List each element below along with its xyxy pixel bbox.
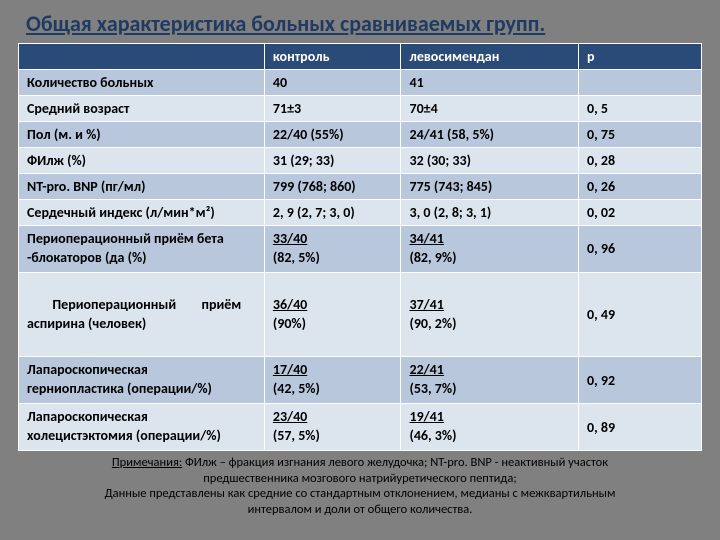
cell-value: 0, 5 <box>579 96 702 122</box>
cell-value: 19/41(46, 3%) <box>401 404 579 451</box>
cell-value: 31 (29; 33) <box>264 148 401 174</box>
cell-value: 34/41(82, 9%) <box>401 226 579 273</box>
cell-value: 36/40(90%) <box>264 272 401 357</box>
cell-value: 22/40 (55%) <box>264 122 401 148</box>
cell-value: 0, 26 <box>579 174 702 200</box>
table-row: Пол (м. и %) 22/40 (55%) 24/41 (58, 5%) … <box>19 122 702 148</box>
cell-value: 71±3 <box>264 96 401 122</box>
cell-value: 2, 9 (2, 7; 3, 0) <box>264 200 401 226</box>
footnote-label: Примечания: <box>112 455 182 470</box>
cell-value: 32 (30; 33) <box>401 148 579 174</box>
footnote: Примечания: ФИлж – фракция изгнания лево… <box>18 455 702 518</box>
table-row: NT-pro. BNP (пг/мл) 799 (768; 860) 775 (… <box>19 174 702 200</box>
cell-value: 17/40(42, 5%) <box>264 357 401 404</box>
table-row: Количество больных 40 41 <box>19 70 702 96</box>
cell-value <box>579 70 702 96</box>
cell-value: 0, 28 <box>579 148 702 174</box>
table-row: Средний возраст 71±3 70±4 0, 5 <box>19 96 702 122</box>
cell-value: 3, 0 (2, 8; 3, 1) <box>401 200 579 226</box>
cell-label: Лапароскопическаягерниопластика (операци… <box>19 357 265 404</box>
cell-value: 775 (743; 845) <box>401 174 579 200</box>
cell-value: 0, 75 <box>579 122 702 148</box>
cell-value: 23/40(57, 5%) <box>264 404 401 451</box>
table-row: Периоперационный приёмаспирина (человек)… <box>19 272 702 357</box>
cell-value: 799 (768; 860) <box>264 174 401 200</box>
cell-value: 33/40(82, 5%) <box>264 226 401 273</box>
col-header-control: контроль <box>264 44 401 70</box>
comparison-table: контроль левосимендан р Количество больн… <box>18 43 702 451</box>
cell-value: 22/41(53, 7%) <box>401 357 579 404</box>
slide-title: Общая характеристика больных сравниваемы… <box>18 10 702 37</box>
cell-label: Средний возраст <box>19 96 265 122</box>
table-row: Лапароскопическаяхолецистэктомия (операц… <box>19 404 702 451</box>
cell-value: 24/41 (58, 5%) <box>401 122 579 148</box>
col-header-p: р <box>579 44 702 70</box>
cell-value: 0, 96 <box>579 226 702 273</box>
cell-value: 0, 49 <box>579 272 702 357</box>
cell-value: 70±4 <box>401 96 579 122</box>
table-row: Периоперационный приём бета-блокаторов (… <box>19 226 702 273</box>
cell-value: 37/41(90, 2%) <box>401 272 579 357</box>
cell-label: Лапароскопическаяхолецистэктомия (операц… <box>19 404 265 451</box>
cell-label: Количество больных <box>19 70 265 96</box>
cell-label: Сердечный индекс (л/мин*м²) <box>19 200 265 226</box>
cell-value: 41 <box>401 70 579 96</box>
cell-label: Пол (м. и %) <box>19 122 265 148</box>
table-row: ФИлж (%) 31 (29; 33) 32 (30; 33) 0, 28 <box>19 148 702 174</box>
cell-value: 0, 02 <box>579 200 702 226</box>
cell-value: 0, 89 <box>579 404 702 451</box>
table-row: Сердечный индекс (л/мин*м²) 2, 9 (2, 7; … <box>19 200 702 226</box>
col-header-levo: левосимендан <box>401 44 579 70</box>
table-row: Лапароскопическаягерниопластика (операци… <box>19 357 702 404</box>
cell-label: ФИлж (%) <box>19 148 265 174</box>
cell-label: Периоперационный приёмаспирина (человек) <box>19 272 265 357</box>
cell-label: NT-pro. BNP (пг/мл) <box>19 174 265 200</box>
cell-value: 40 <box>264 70 401 96</box>
cell-label: Периоперационный приём бета-блокаторов (… <box>19 226 265 273</box>
col-header-empty <box>19 44 265 70</box>
cell-value: 0, 92 <box>579 357 702 404</box>
